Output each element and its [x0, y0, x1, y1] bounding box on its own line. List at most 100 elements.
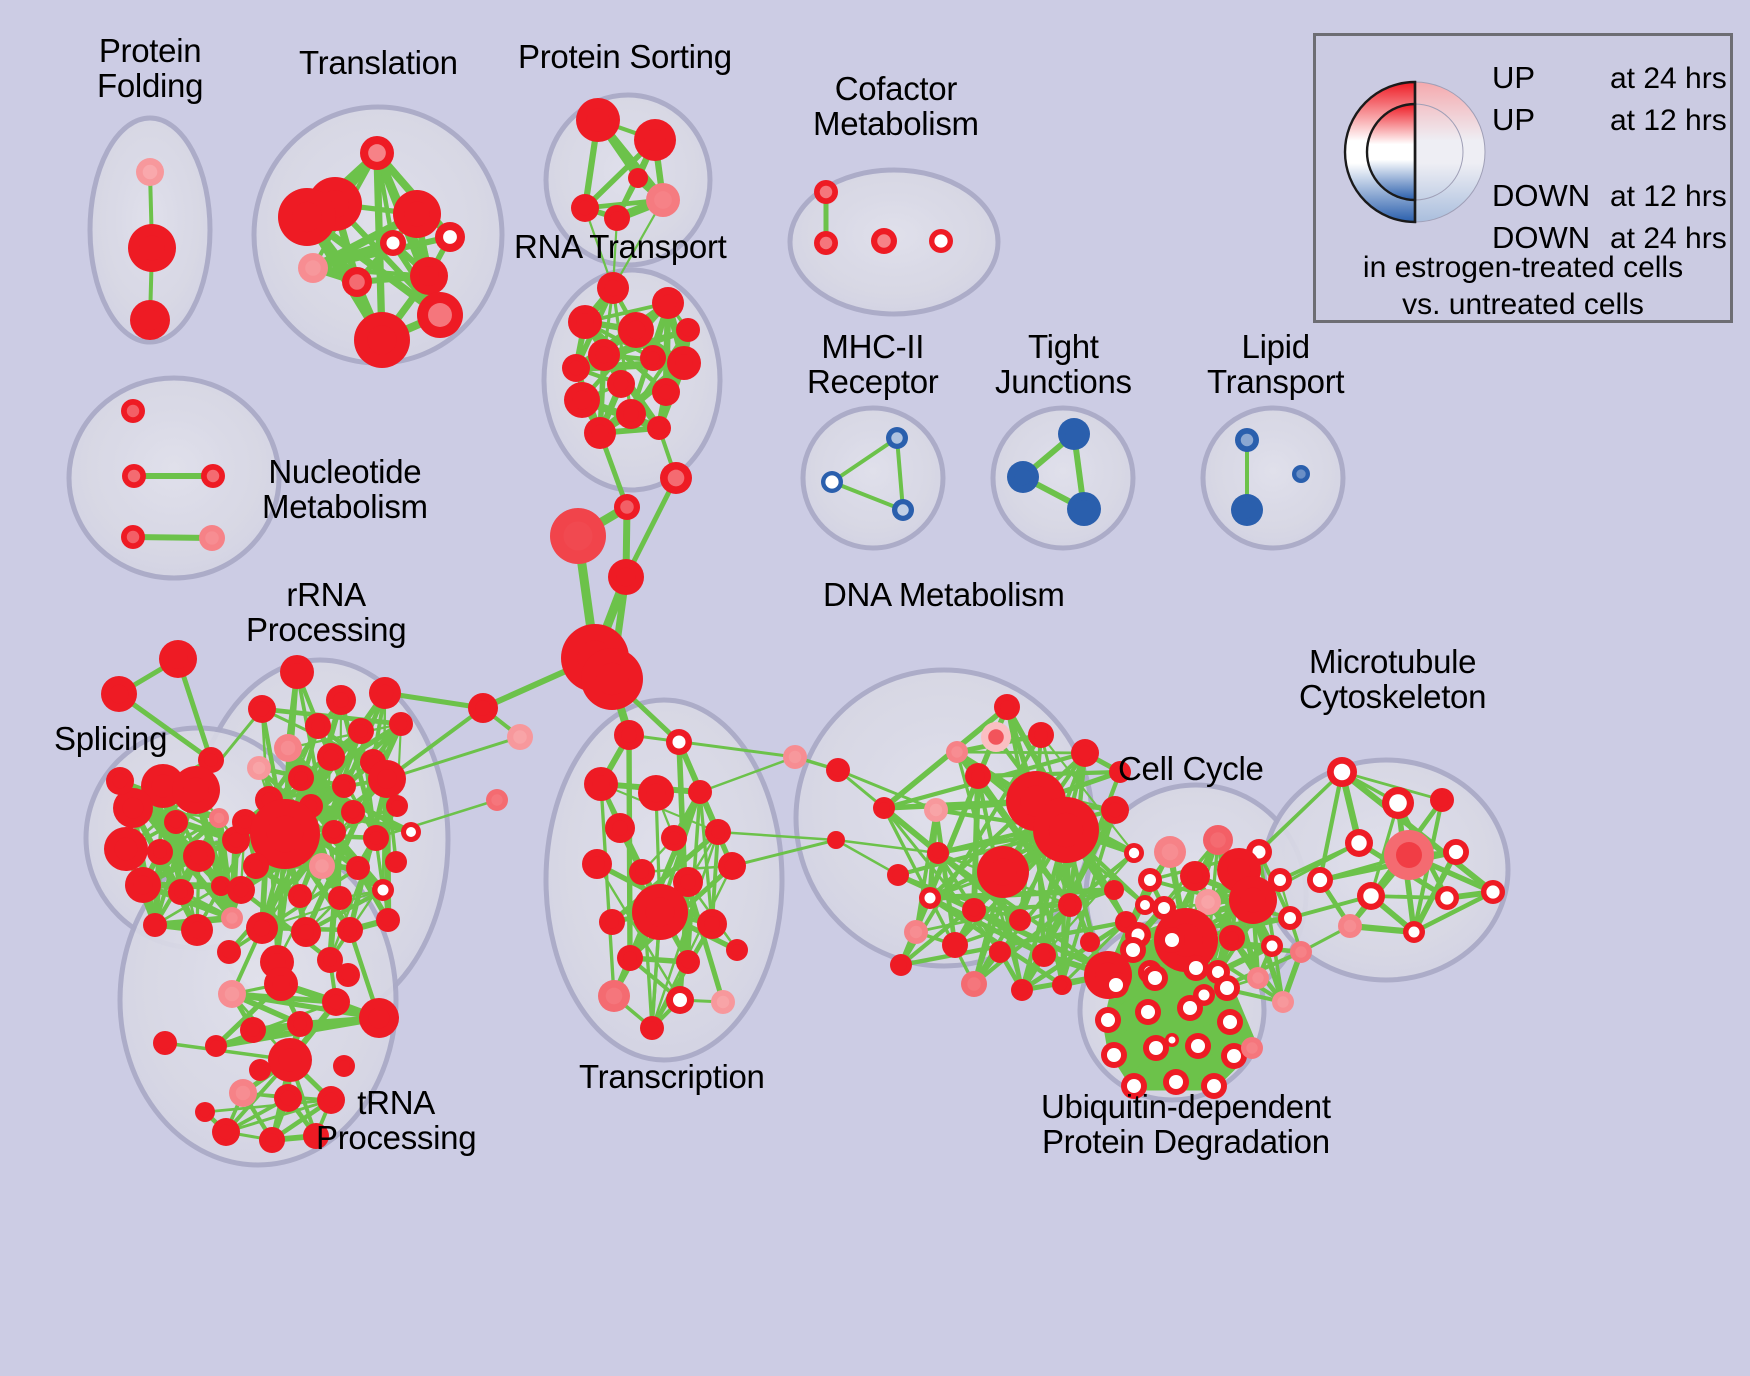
network-node[interactable]	[1307, 867, 1333, 893]
network-node[interactable]	[1214, 975, 1240, 1001]
network-node[interactable]	[376, 908, 400, 932]
network-node[interactable]	[1229, 876, 1277, 924]
network-node[interactable]	[332, 774, 356, 798]
network-node[interactable]	[827, 831, 845, 849]
network-node[interactable]	[892, 499, 914, 521]
network-node[interactable]	[1028, 722, 1054, 748]
network-node[interactable]	[550, 508, 606, 564]
network-node[interactable]	[1272, 991, 1294, 1013]
network-node[interactable]	[652, 378, 680, 406]
network-node[interactable]	[1138, 868, 1162, 892]
network-node[interactable]	[389, 712, 413, 736]
network-node[interactable]	[249, 1059, 271, 1081]
network-node[interactable]	[136, 158, 164, 186]
network-node[interactable]	[125, 867, 161, 903]
network-node[interactable]	[618, 312, 654, 348]
network-node[interactable]	[1058, 418, 1090, 450]
network-node[interactable]	[113, 788, 153, 828]
network-node[interactable]	[168, 879, 194, 905]
network-node[interactable]	[919, 887, 941, 909]
network-node[interactable]	[393, 190, 441, 238]
network-node[interactable]	[322, 988, 350, 1016]
network-node[interactable]	[1101, 1042, 1127, 1068]
network-node[interactable]	[705, 819, 731, 845]
network-node[interactable]	[887, 864, 909, 886]
network-node[interactable]	[608, 559, 644, 595]
network-node[interactable]	[1052, 975, 1072, 995]
network-node[interactable]	[386, 795, 408, 817]
network-node[interactable]	[584, 417, 616, 449]
network-node[interactable]	[647, 416, 671, 440]
network-node[interactable]	[676, 950, 700, 974]
network-node[interactable]	[372, 879, 394, 901]
network-node[interactable]	[1241, 1037, 1263, 1059]
network-node[interactable]	[634, 119, 676, 161]
network-node[interactable]	[288, 765, 314, 791]
network-node[interactable]	[336, 963, 360, 987]
network-node[interactable]	[605, 813, 635, 843]
network-node[interactable]	[385, 851, 407, 873]
network-node[interactable]	[977, 846, 1029, 898]
network-node[interactable]	[1183, 955, 1209, 981]
network-node[interactable]	[929, 229, 953, 253]
network-node[interactable]	[1163, 1069, 1189, 1095]
network-node[interactable]	[247, 756, 271, 780]
network-node[interactable]	[890, 954, 912, 976]
network-node[interactable]	[159, 640, 197, 678]
network-node[interactable]	[227, 876, 255, 904]
network-node[interactable]	[130, 300, 170, 340]
network-node[interactable]	[666, 986, 694, 1014]
network-node[interactable]	[303, 1123, 329, 1149]
network-node[interactable]	[268, 1038, 312, 1082]
network-node[interactable]	[101, 676, 137, 712]
network-node[interactable]	[229, 1079, 257, 1107]
network-node[interactable]	[1261, 935, 1283, 957]
network-node[interactable]	[904, 920, 928, 944]
network-node[interactable]	[360, 136, 394, 170]
network-node[interactable]	[597, 272, 629, 304]
network-node[interactable]	[826, 758, 850, 782]
network-node[interactable]	[147, 839, 173, 865]
network-node[interactable]	[1177, 995, 1203, 1021]
network-node[interactable]	[317, 947, 343, 973]
network-node[interactable]	[359, 998, 399, 1038]
network-node[interactable]	[927, 842, 949, 864]
network-node[interactable]	[660, 462, 692, 494]
network-node[interactable]	[328, 886, 352, 910]
network-node[interactable]	[278, 188, 336, 246]
network-node[interactable]	[628, 168, 648, 188]
network-node[interactable]	[584, 767, 618, 801]
network-node[interactable]	[1009, 909, 1031, 931]
network-node[interactable]	[317, 743, 345, 771]
network-node[interactable]	[280, 655, 314, 689]
network-node[interactable]	[1032, 943, 1056, 967]
network-node[interactable]	[288, 884, 312, 908]
network-node[interactable]	[1033, 797, 1099, 863]
network-node[interactable]	[322, 820, 346, 844]
network-node[interactable]	[121, 525, 145, 549]
network-node[interactable]	[1278, 906, 1302, 930]
network-node[interactable]	[369, 677, 401, 709]
network-node[interactable]	[1120, 937, 1146, 963]
network-node[interactable]	[871, 228, 897, 254]
network-node[interactable]	[673, 867, 703, 897]
network-node[interactable]	[183, 840, 215, 872]
network-node[interactable]	[638, 775, 674, 811]
network-node[interactable]	[924, 798, 948, 822]
network-node[interactable]	[646, 183, 680, 217]
network-node[interactable]	[417, 292, 463, 338]
network-node[interactable]	[195, 1102, 215, 1122]
network-node[interactable]	[726, 939, 748, 961]
network-node[interactable]	[1201, 1073, 1227, 1099]
network-node[interactable]	[1357, 882, 1385, 910]
network-node[interactable]	[1095, 1007, 1121, 1033]
network-node[interactable]	[1327, 757, 1357, 787]
network-node[interactable]	[1011, 979, 1033, 1001]
network-node[interactable]	[1481, 880, 1505, 904]
network-node[interactable]	[629, 859, 655, 885]
network-node[interactable]	[1217, 1009, 1243, 1035]
network-node[interactable]	[217, 940, 241, 964]
network-node[interactable]	[259, 1127, 285, 1153]
network-node[interactable]	[354, 312, 410, 368]
network-node[interactable]	[1080, 932, 1100, 952]
